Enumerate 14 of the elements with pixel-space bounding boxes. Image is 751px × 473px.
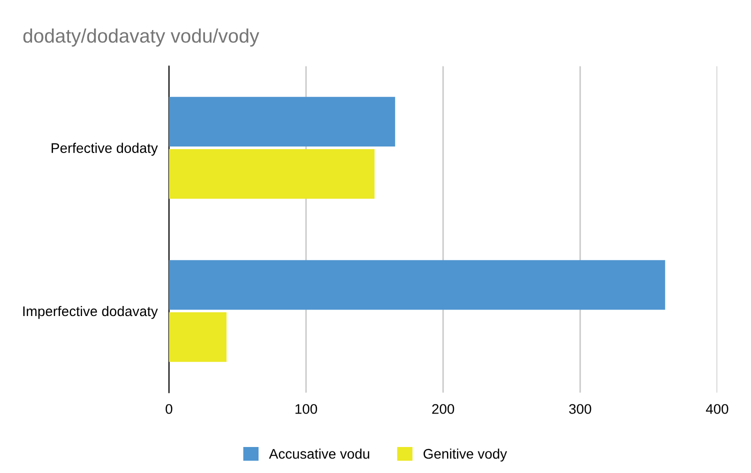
legend-label: Genitive vody [424,448,508,462]
legend-label: Accusative vodu [269,448,370,459]
bar [168,149,375,199]
bar [168,312,227,362]
y-tick-label: Perfective dodaty [52,142,158,156]
x-tick-label: 400 [706,404,728,414]
x-tick-label: 0 [166,404,172,414]
x-tick-label: 100 [296,404,318,414]
y-tick-label: Imperfective dodavaty [23,306,158,319]
bar [168,96,396,147]
x-tick-label: 300 [569,404,592,414]
chart-title: dodaty/dodavaty vodu/vody [23,28,260,47]
x-tick-label: 200 [432,404,454,414]
bar [168,260,666,310]
